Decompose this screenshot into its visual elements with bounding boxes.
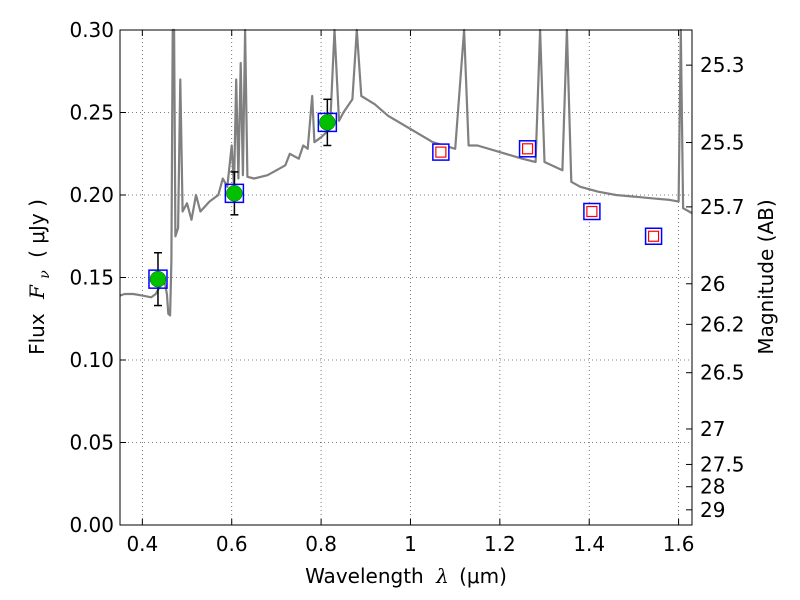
model-spectrum-layer (119, 28, 693, 317)
grid (120, 29, 692, 526)
x-axis-label-prefix: Wavelength (305, 564, 424, 588)
axes: 0.4 0.6 0.8 1 1.2 1.4 1.6 0.00 0.05 0.10 0.15 0.20 0… (69, 18, 744, 556)
mag-tick-label: 29 (700, 498, 725, 522)
y-tick-label: 0.25 (69, 101, 114, 125)
x-axis-label-symbol: λ (435, 564, 449, 588)
mag-tick-label: 27 (700, 417, 725, 441)
y-axis-label: Flux F ν ( μJy ) (25, 199, 54, 355)
x-tick-label: 0.8 (305, 532, 337, 556)
y-tick-label: 0.00 (69, 513, 114, 537)
y-axis-label-subscript: ν (37, 270, 53, 279)
mag-tick-label: 27.5 (700, 452, 745, 476)
x-tick-label: 0.6 (216, 532, 248, 556)
model-photometry-point (586, 205, 598, 218)
observed-point (319, 114, 336, 131)
right-axis-label: Magnitude (AB) (754, 199, 778, 354)
model-photometry-box (518, 140, 537, 158)
x-axis-label-unit: (μm) (459, 564, 507, 588)
y-tick-label: 0.15 (69, 266, 114, 290)
y-tick-label: 0.20 (69, 183, 114, 207)
model-photometry-box (583, 202, 601, 221)
x-tick-label: 1.4 (573, 532, 605, 556)
model-photometry-point (435, 146, 447, 158)
photometry-layer (148, 98, 663, 307)
x-tick-label: 1.2 (484, 532, 516, 556)
observed-box-marker (224, 183, 245, 204)
mag-tick-label: 25.5 (700, 131, 745, 155)
observed-box-marker (317, 112, 338, 133)
model-photometry-point (647, 230, 660, 242)
x-tick-label: 1.6 (663, 532, 695, 556)
mag-tick-label: 26 (700, 272, 725, 296)
x-axis-label: Wavelength λ (μm) (305, 564, 507, 588)
model-photometry-box (644, 227, 663, 245)
y-tick-label: 0.05 (69, 431, 114, 455)
observed-point (149, 270, 167, 288)
mag-tick-label: 26.2 (700, 312, 745, 336)
y-tick-label: 0.10 (69, 348, 114, 372)
y-axis-label-symbol: F (25, 284, 49, 300)
model-photometry-point (521, 143, 534, 155)
x-tick-label: 1 (404, 532, 417, 556)
y-axis-label-prefix: Flux (25, 313, 49, 355)
mag-tick-label: 28 (700, 475, 725, 499)
model-spectrum-line (119, 28, 693, 317)
y-axis-label-unit: ( μJy ) (25, 199, 49, 258)
plot-frame (119, 29, 693, 526)
observed-box-marker (148, 269, 168, 289)
y-tick-label: 0.30 (69, 18, 114, 42)
mag-tick-label: 25.3 (700, 53, 745, 77)
mag-tick-label: 26.5 (700, 361, 745, 385)
mag-tick-label: 25.7 (700, 195, 745, 219)
model-photometry-box (432, 143, 450, 161)
x-tick-label: 0.4 (126, 532, 158, 556)
observed-point (226, 185, 243, 202)
